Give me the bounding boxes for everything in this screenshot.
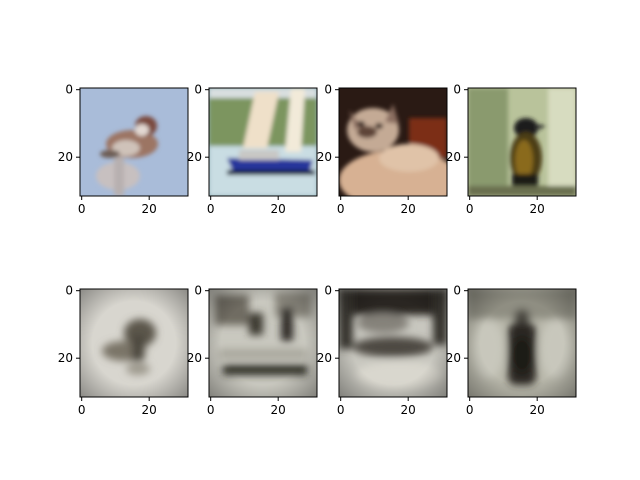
axes-frame <box>338 288 448 398</box>
recon-black-bird-image <box>468 289 576 397</box>
x-tick-label: 20 <box>142 403 157 417</box>
y-tick-label: 20 <box>187 150 202 164</box>
black-bird-image <box>468 88 576 196</box>
x-tick-label: 20 <box>401 403 416 417</box>
x-tick-label: 0 <box>78 403 86 417</box>
panel-1-3 <box>338 87 448 197</box>
panel-2-4 <box>467 288 577 398</box>
axes-frame <box>208 87 318 197</box>
sailboat-image <box>209 88 317 196</box>
y-tick-label: 20 <box>446 150 461 164</box>
recon-cat-image <box>339 289 447 397</box>
axes-frame <box>208 288 318 398</box>
panel-1-1 <box>79 87 189 197</box>
y-tick-label: 20 <box>187 351 202 365</box>
panel-1-2 <box>208 87 318 197</box>
recon-sparrow-image <box>80 289 188 397</box>
x-tick-label: 0 <box>78 202 86 216</box>
axes-frame <box>467 87 577 197</box>
y-tick-label: 0 <box>194 83 202 97</box>
x-tick-label: 0 <box>207 202 215 216</box>
panel-2-3 <box>338 288 448 398</box>
x-tick-label: 0 <box>207 403 215 417</box>
y-tick-label: 0 <box>324 83 332 97</box>
x-tick-label: 20 <box>142 202 157 216</box>
y-tick-label: 20 <box>317 351 332 365</box>
y-tick-label: 0 <box>324 284 332 298</box>
y-tick-label: 20 <box>446 351 461 365</box>
x-tick-label: 0 <box>337 403 345 417</box>
sparrow-image <box>80 88 188 196</box>
y-tick-label: 20 <box>58 150 73 164</box>
axis-ticks: 0 20 0 20 0 20 0 20 0 20 0 20 0 20 0 20 0 20 0 20 0 20 0 20 0 20 0… <box>58 83 545 417</box>
y-tick-label: 20 <box>317 150 332 164</box>
panel-1-4 <box>467 87 577 197</box>
y-tick-label: 0 <box>194 284 202 298</box>
x-tick-label: 20 <box>401 202 416 216</box>
panel-2-2 <box>208 288 318 398</box>
x-tick-label: 0 <box>466 403 474 417</box>
y-tick-label: 20 <box>58 351 73 365</box>
axes-frame <box>467 288 577 398</box>
recon-sailboat-image <box>209 289 317 397</box>
axes-frame <box>338 87 448 197</box>
cat-image <box>339 88 447 196</box>
panel-2-1 <box>79 288 189 398</box>
y-tick-label: 0 <box>453 284 461 298</box>
x-tick-label: 0 <box>337 202 345 216</box>
y-tick-label: 0 <box>65 284 73 298</box>
x-tick-label: 0 <box>466 202 474 216</box>
axes-frame <box>79 87 189 197</box>
x-tick-label: 20 <box>530 202 545 216</box>
y-tick-label: 0 <box>65 83 73 97</box>
y-tick-label: 0 <box>453 83 461 97</box>
axes-frame <box>79 288 189 398</box>
x-tick-label: 20 <box>530 403 545 417</box>
x-tick-label: 20 <box>271 403 286 417</box>
x-tick-label: 20 <box>271 202 286 216</box>
